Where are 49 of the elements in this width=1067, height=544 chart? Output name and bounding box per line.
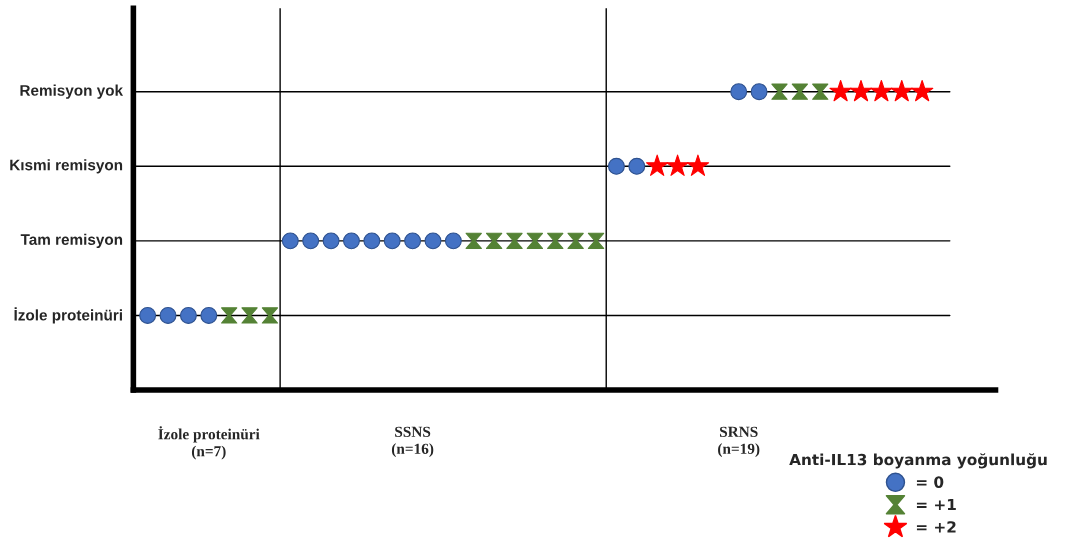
point bbox=[342, 232, 360, 250]
point bbox=[666, 154, 689, 176]
point bbox=[404, 232, 422, 250]
x-tick-label: İzole proteinüri (n=7) bbox=[158, 426, 260, 460]
point bbox=[849, 79, 873, 102]
point bbox=[607, 157, 625, 175]
x-tick-label: SRNS (n=19) bbox=[718, 426, 760, 458]
point bbox=[829, 79, 852, 102]
point bbox=[221, 307, 238, 324]
point bbox=[200, 306, 218, 324]
point bbox=[771, 83, 788, 100]
point bbox=[281, 232, 299, 250]
point bbox=[444, 232, 462, 250]
point bbox=[322, 232, 340, 250]
point bbox=[587, 232, 605, 250]
legend-title: Anti-IL13 boyanma yoğunluğu bbox=[789, 453, 1047, 469]
point bbox=[870, 79, 893, 102]
legend-label: = +1 bbox=[916, 498, 956, 511]
point bbox=[791, 83, 809, 100]
point bbox=[567, 232, 584, 250]
point bbox=[159, 306, 177, 324]
legend-label: = 0 bbox=[916, 476, 944, 488]
x-tick-label: SSNS (n=16) bbox=[391, 426, 434, 458]
text: İzole proteinüri bbox=[14, 307, 122, 324]
point bbox=[526, 232, 544, 250]
point bbox=[750, 83, 768, 101]
point bbox=[645, 154, 669, 176]
point bbox=[812, 83, 829, 100]
point bbox=[686, 154, 710, 176]
point bbox=[730, 83, 748, 101]
point bbox=[465, 232, 482, 250]
point bbox=[179, 306, 197, 324]
legend-label: = +2 bbox=[916, 521, 956, 533]
point bbox=[363, 232, 381, 250]
point bbox=[383, 232, 401, 250]
point bbox=[241, 307, 258, 324]
point bbox=[485, 232, 503, 250]
point bbox=[890, 79, 913, 102]
text: Kısmi remisyon bbox=[10, 159, 123, 174]
point bbox=[910, 79, 934, 102]
text: Remisyon yok bbox=[20, 84, 124, 99]
point bbox=[302, 232, 320, 250]
point bbox=[628, 157, 646, 175]
text: Tam remisyon bbox=[20, 233, 123, 248]
point bbox=[424, 232, 442, 250]
point bbox=[139, 306, 157, 324]
point bbox=[506, 232, 523, 250]
point bbox=[261, 307, 279, 324]
point bbox=[547, 232, 564, 250]
